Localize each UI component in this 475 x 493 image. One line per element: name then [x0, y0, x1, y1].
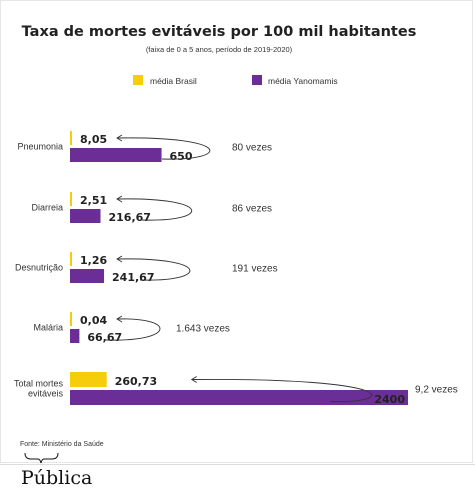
- arrowhead-icon: [116, 134, 123, 142]
- bar-yanomami-pneumonia: [70, 148, 162, 162]
- source-note: Fonte: Ministério da Saúde: [20, 441, 104, 448]
- arrows-layer: 80 vezes 86 vezes 191 vezes 1.643 vezes 9,2 …: [105, 134, 458, 403]
- value-label-yanomami-mal-ria: 66,67: [87, 331, 122, 344]
- comparison-arrow-total-mortes-evit-veis: [191, 378, 373, 403]
- arrowhead-icon: [116, 315, 123, 323]
- value-label-yanomami-pneumonia: 650: [170, 150, 193, 163]
- comparison-arrow-diarreia: [116, 198, 192, 221]
- annotation-total-mortes-evit-veis: 9,2 vezes: [415, 385, 458, 396]
- bar-brasil-diarreia: [70, 192, 72, 206]
- value-label-brasil-desnutri-o: 1,26: [80, 254, 107, 267]
- annotation-mal-ria: 1.643 vezes: [176, 324, 230, 335]
- annotation-diarreia: 86 vezes: [232, 204, 272, 215]
- chart-title: Taxa de mortes evitáveis por 100 mil hab…: [22, 24, 417, 40]
- arrowhead-icon: [116, 255, 123, 263]
- bar-brasil-mal-ria: [70, 312, 72, 326]
- bar-yanomami-desnutri-o: [70, 269, 105, 283]
- value-label-yanomami-desnutri-o: 241,67: [112, 271, 154, 284]
- legend: média Brasil média Yanomamis: [133, 75, 338, 86]
- bar-brasil-total-mortes-evit-veis: [70, 372, 107, 387]
- bar-yanomami-total-mortes-evit-veis: [70, 390, 408, 405]
- value-label-brasil-diarreia: 2,51: [80, 194, 107, 207]
- bar-brasil-pneumonia: [70, 131, 72, 145]
- legend-swatch-brasil: [133, 75, 143, 85]
- chart-subtitle: (faixa de 0 a 5 anos, período de 2019-20…: [146, 45, 293, 54]
- category-label-mal-ria: Malária: [33, 323, 63, 333]
- category-label-desnutri-o: Desnutrição: [15, 263, 63, 273]
- value-label-brasil-pneumonia: 8,05: [80, 133, 107, 146]
- legend-label-yanomami: média Yanomamis: [268, 76, 338, 86]
- arrowhead-icon: [116, 195, 123, 203]
- category-label-pneumonia: Pneumonia: [17, 142, 63, 152]
- legend-swatch-yanomami: [252, 75, 262, 85]
- value-label-brasil-total-mortes-evit-veis: 260,73: [115, 375, 157, 388]
- brace-icon: [24, 452, 59, 464]
- bar-yanomami-diarreia: [70, 209, 101, 223]
- comparison-arrow-mal-ria: [105, 318, 161, 341]
- legend-label-brasil: média Brasil: [150, 76, 197, 86]
- page-frame: [0, 0, 473, 463]
- publica-logo: Pública: [21, 452, 92, 489]
- comparison-arrow-pneumonia: [116, 137, 211, 160]
- value-label-brasil-mal-ria: 0,04: [80, 314, 107, 327]
- comparison-arrow-desnutri-o: [116, 258, 191, 281]
- bottom-rule: [0, 464, 475, 465]
- category-label-total-mortes-evit-veis: Total mortes evitáveis: [14, 379, 64, 399]
- brand-name: Pública: [21, 467, 92, 489]
- value-label-yanomami-diarreia: 216,67: [109, 211, 151, 224]
- value-label-yanomami-total-mortes-evit-veis: 2400: [374, 393, 405, 406]
- arrowhead-icon: [190, 376, 197, 383]
- annotation-pneumonia: 80 vezes: [232, 143, 272, 154]
- bar-brasil-desnutri-o: [70, 252, 72, 266]
- category-label-diarreia: Diarreia: [31, 203, 63, 213]
- annotation-desnutri-o: 191 vezes: [232, 264, 278, 275]
- bar-yanomami-mal-ria: [70, 329, 80, 343]
